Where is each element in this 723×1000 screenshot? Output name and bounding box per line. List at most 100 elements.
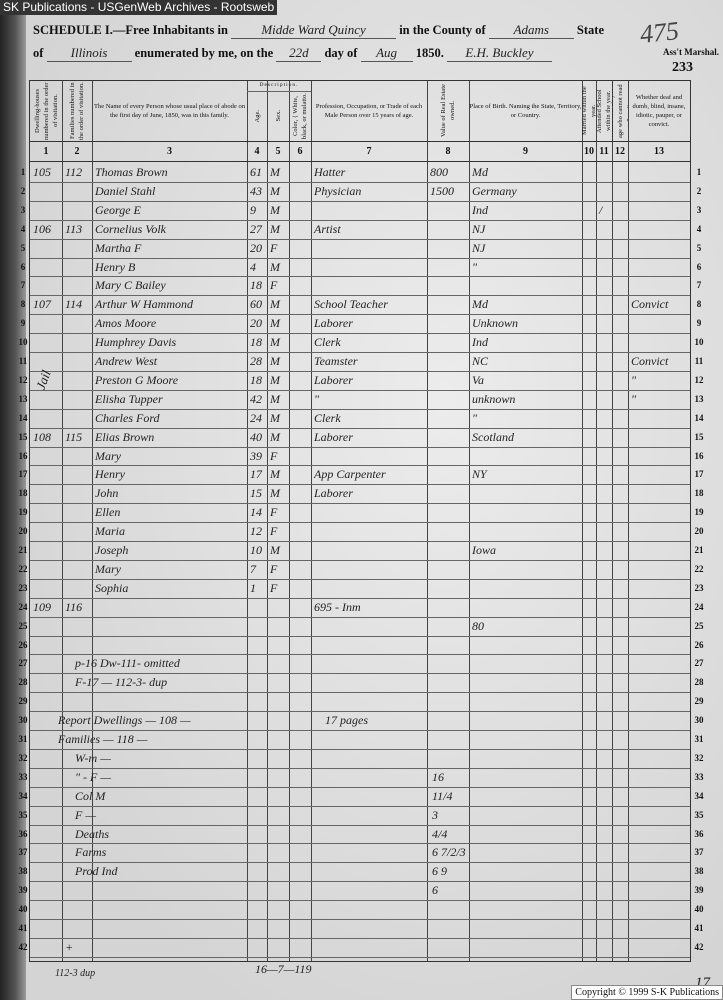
column-header-7: Profession, Occupation, or Trade of each… (315, 103, 423, 119)
cell-age: 12 (250, 524, 262, 539)
row-number-right: 6 (696, 261, 702, 272)
cell-age: 4 (250, 259, 256, 274)
cell-family: 113 (65, 221, 83, 236)
cell-sex: F (270, 561, 278, 576)
row-number-right: 12 (694, 374, 704, 385)
row-number-right: 7 (696, 280, 702, 291)
row-number-right: 4 (696, 223, 702, 234)
column-header-cell: Value of Real Estate owned. (427, 81, 469, 141)
cell-dwelling: 107 (33, 297, 51, 312)
row-rule (30, 503, 690, 505)
cell-c13: " (631, 391, 637, 406)
row-number-right: 22 (694, 563, 704, 574)
cell-occupation: App Carpenter (314, 467, 386, 482)
cell-real-estate: 11/4 (432, 788, 453, 803)
cell-birthplace: Unknown (472, 316, 518, 331)
row-number-left: 34 (18, 790, 28, 801)
month-value: Aug (360, 45, 413, 62)
cell-birthplace: Scotland (472, 429, 514, 444)
row-number-right: 28 (694, 677, 704, 688)
cell-family: 116 (65, 599, 83, 614)
cell-occupation: Laborer (314, 316, 353, 331)
cell-dwelling: 105 (33, 165, 51, 179)
column-rule (92, 81, 93, 961)
cell-c11: / (599, 202, 603, 217)
column-number: 10 (584, 146, 594, 157)
cell-family: 112 (65, 165, 83, 179)
row-number-left: 33 (18, 771, 28, 782)
cell-name: p-16 Dw-111- omitted (75, 656, 180, 671)
cell-occupation: Artist (314, 221, 341, 236)
row-rule (30, 541, 690, 542)
column-header-cell: Sex. (267, 91, 289, 141)
cell-sex: M (270, 543, 280, 557)
row-number-left: 16 (18, 450, 28, 461)
row-number-right: 8 (696, 299, 702, 310)
cell-occupation: Laborer (314, 486, 353, 501)
row-rule (30, 654, 690, 656)
cell-name: Amos Moore (95, 316, 157, 331)
column-rule (596, 81, 597, 961)
column-header-5: Sex. (274, 110, 282, 122)
column-header-cell: Color, { White, black, or mulatto. (289, 91, 311, 141)
column-rule (289, 81, 290, 961)
column-header-10: Married within the year. (582, 86, 596, 136)
row-number-right: 5 (696, 242, 702, 253)
row-number-left: 35 (18, 809, 28, 820)
cell-name: John (95, 486, 119, 501)
cell-name: Cornelius Volk (95, 221, 166, 236)
row-rule (30, 484, 690, 486)
column-rule (247, 81, 248, 961)
row-number-left: 24 (18, 601, 28, 612)
header-rule (30, 141, 690, 142)
row-rule (30, 635, 690, 637)
column-header-1: Dwelling-houses numbered in the order of… (33, 82, 59, 140)
description-label: Description. (259, 82, 299, 88)
cell-name: Daniel Stahl (95, 183, 156, 198)
cell-age: 18 (250, 372, 262, 387)
row-number-right: 2 (696, 185, 702, 196)
cell-sex: F (270, 580, 278, 595)
row-number-left: 22 (18, 563, 28, 574)
column-header-2: Families numbered in the order of visita… (69, 82, 85, 140)
column-header-cell: Dwelling-houses numbered in the order of… (30, 81, 62, 141)
row-number-left: 26 (18, 639, 28, 650)
row-rule (30, 427, 690, 429)
cell-sex: M (270, 429, 280, 444)
cell-sex: F (270, 448, 278, 463)
column-header-cell: Families numbered in the order of visita… (62, 81, 92, 141)
row-number-left: 42 (18, 941, 28, 952)
row-number-right: 39 (694, 885, 704, 896)
column-header-cell: Whether deaf and dumb, blind, insane, id… (628, 81, 690, 141)
cell-sex: M (270, 183, 280, 198)
cell-occupation: 695 - Inm (314, 599, 361, 614)
row-number-right: 25 (694, 620, 704, 631)
cell-family: 115 (65, 429, 83, 444)
column-header-13: Whether deaf and dumb, blind, insane, id… (632, 94, 686, 128)
row-rule (30, 881, 690, 883)
row-number-left: 31 (18, 734, 28, 744)
cell-real-estate: 4/4 (432, 826, 448, 841)
cell-sex: M (270, 259, 280, 274)
row-number-right: 29 (694, 696, 704, 707)
schedule-prefix: SCHEDULE I.—Free Inhabitants in (33, 23, 228, 37)
cell-sex: M (270, 354, 280, 368)
row-number-right: 11 (694, 356, 704, 366)
cell-name: Deaths (75, 826, 109, 841)
row-number-left: 15 (18, 431, 28, 442)
row-number-left: 38 (18, 866, 28, 877)
cell-name: Joseph (95, 543, 129, 557)
cell-birthplace: " (472, 410, 478, 425)
column-header-cell: Persons over 20 y'rs of age who cannot r… (612, 81, 628, 141)
row-number-left: 14 (18, 412, 28, 423)
row-number-left: 4 (20, 223, 26, 234)
cell-dwelling: 109 (33, 599, 51, 614)
column-rule (582, 81, 583, 961)
row-number-right: 9 (696, 318, 702, 329)
enumerated-label: enumerated by me, on the (134, 46, 274, 60)
cell-occupation: Clerk (314, 335, 341, 350)
row-rule (30, 616, 690, 618)
row-number-right: 38 (694, 866, 704, 877)
column-header-cell: Married within the year. (582, 81, 596, 141)
column-number: 4 (254, 146, 260, 157)
